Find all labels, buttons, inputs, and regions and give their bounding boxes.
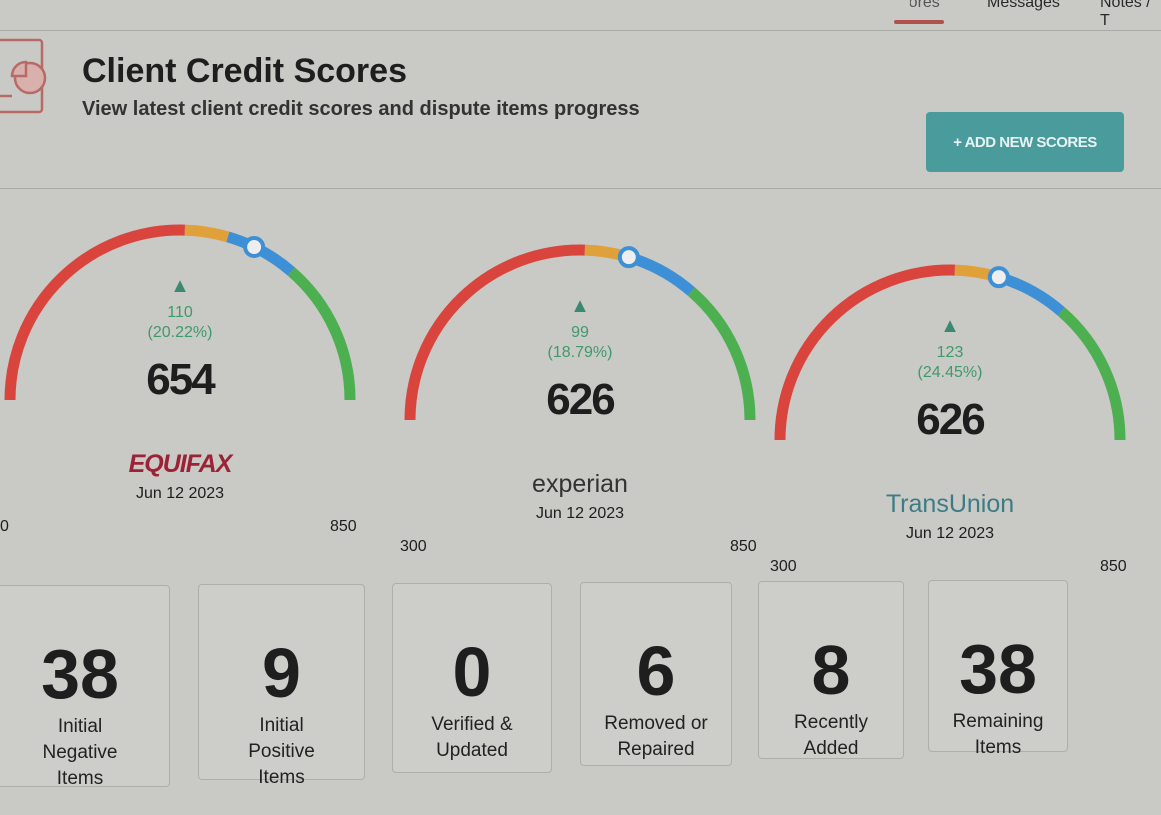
arrow-up-icon: ▲	[170, 275, 190, 297]
bureau-logo: TransUnion	[885, 490, 1015, 518]
tab-scores[interactable]: Scores	[890, 0, 940, 11]
score-change-percent: (18.79%)	[547, 344, 613, 361]
page-title: Client Credit Scores	[82, 52, 407, 90]
active-tab-indicator	[894, 20, 944, 24]
credit-score: 626	[916, 395, 985, 444]
arrow-up-icon: ▲	[940, 315, 960, 337]
stat-label: Recently	[794, 712, 868, 733]
stat-card: 38 Remaining Items	[928, 580, 1068, 758]
stat-label: Added	[803, 738, 859, 759]
gauge-min-label: 0	[0, 518, 9, 535]
stat-label: Removed or	[604, 713, 708, 734]
gauge-segment-poor	[4, 224, 186, 401]
stat-label: Items	[258, 767, 305, 788]
credit-score: 654	[146, 355, 215, 404]
stat-card: 6 Removed or Repaired	[580, 582, 732, 766]
stat-value: 8	[811, 631, 851, 709]
gauge-segment-fair	[184, 224, 230, 243]
score-date: Jun 12 2023	[905, 525, 995, 542]
divider	[0, 30, 1161, 31]
stat-card: 8 Recently Added	[758, 581, 904, 759]
stat-label: Initial	[57, 716, 103, 737]
gauge-experian: ▲ 99 (18.79%) 626 experian Jun 12 2023 3…	[380, 225, 780, 555]
stat-label: Positive	[248, 741, 315, 762]
stat-label: Items	[974, 737, 1022, 758]
gauge-min-label: 300	[400, 538, 427, 555]
gauge-marker	[617, 246, 640, 269]
stat-label: Initial	[259, 715, 304, 736]
stat-label: Remaining	[952, 711, 1044, 732]
page-subtitle: View latest client credit scores and dis…	[82, 98, 640, 120]
stat-value: 38	[41, 635, 119, 713]
score-change: 123	[936, 344, 964, 361]
score-change: 99	[571, 324, 589, 341]
credit-score: 626	[546, 375, 615, 424]
gauge-segment-excellent	[287, 267, 356, 401]
gauge-marker	[243, 236, 266, 259]
stat-label: Items	[56, 768, 104, 789]
arrow-up-icon: ▲	[570, 295, 590, 317]
stat-value: 9	[262, 634, 301, 712]
gauge-arc	[774, 264, 1126, 441]
report-chart-icon	[0, 38, 47, 114]
gauge-arc	[4, 224, 356, 401]
gauge-equifax: ▲ 110 (20.22%) 654 EQUIFAX Jun 12 2023 0…	[0, 205, 380, 535]
stat-value: 38	[959, 630, 1037, 708]
gauge-min-label: 300	[770, 558, 797, 575]
stat-label: Negative	[42, 742, 118, 763]
gauge-segment-excellent	[1057, 307, 1126, 441]
stat-card: 9 Initial Positive Items	[198, 584, 365, 788]
tab-notes[interactable]: Notes / T	[1100, 0, 1151, 29]
gauge-segment-poor	[774, 264, 956, 441]
score-change: 110	[167, 304, 193, 321]
gauge-arc	[404, 244, 756, 421]
gauge-segment-excellent	[687, 287, 756, 421]
tab-messages[interactable]: Messages	[987, 0, 1060, 11]
bureau-logo: experian	[532, 470, 628, 498]
score-change-percent: (24.45%)	[917, 364, 983, 381]
gauge-segment-poor	[404, 244, 586, 421]
stat-label: Repaired	[617, 739, 695, 760]
stat-label: Verified &	[431, 714, 513, 735]
stat-card: 0 Verified & Updated	[392, 583, 552, 773]
tab-bar: Scores Messages Notes / T	[880, 0, 1161, 29]
score-date: Jun 12 2023	[535, 505, 625, 522]
gauge-max-label: 850	[730, 538, 757, 555]
divider	[0, 188, 1161, 189]
gauge-marker	[987, 266, 1010, 289]
score-change-percent: (20.22%)	[147, 324, 213, 341]
stat-card: 38 Initial Negative Items	[0, 585, 170, 789]
gauge-max-label: 850	[1100, 558, 1127, 575]
add-new-scores-button[interactable]: + ADD NEW SCORES	[926, 112, 1124, 172]
stat-value: 6	[636, 632, 676, 710]
gauge-max-label: 850	[330, 518, 357, 535]
stat-label: Updated	[436, 740, 508, 761]
stat-value: 0	[452, 633, 492, 711]
bureau-logo: EQUIFAX	[128, 450, 233, 478]
gauge-transunion: ▲ 123 (24.45%) 626 TransUnion Jun 12 202…	[750, 245, 1150, 575]
dispute-stats: 38 Initial Negative Items 9 Initial Positive It…	[0, 580, 1161, 815]
score-date: Jun 12 2023	[135, 485, 225, 502]
